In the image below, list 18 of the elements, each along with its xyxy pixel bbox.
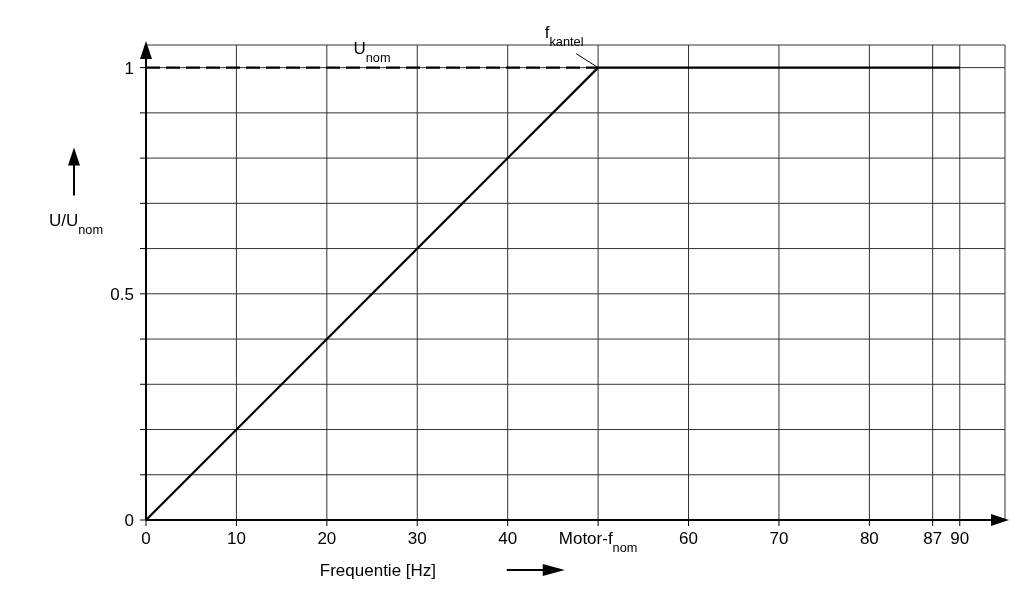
x-tick-label: 30 [407, 529, 427, 548]
x-tick-label: 10 [226, 529, 246, 548]
y-tick-label: 0.5 [110, 284, 134, 304]
y-tick-label: 0 [124, 511, 134, 530]
x-tick-label: 80 [859, 529, 879, 548]
x-tick-label: 60 [679, 529, 698, 548]
x-tick-label: 90 [950, 529, 970, 548]
y-tick-label: 1 [124, 58, 134, 78]
x-tick-label: 87 [923, 529, 943, 548]
x-tick-label: 20 [317, 529, 337, 548]
x-tick-label: Motor-f$_{nom}$ [558, 529, 638, 555]
x-tick-label: 70 [769, 529, 789, 548]
annotation: f$_{kantel}$ [544, 22, 584, 49]
x-tick-label: 0 [141, 529, 151, 548]
x-tick-label: 40 [498, 529, 518, 548]
series-label: U$_{nom}$ [353, 38, 391, 65]
y-axis-title: U/U$_{nom}$ [48, 210, 104, 236]
x-axis-title: Frequentie [Hz] [319, 561, 437, 580]
